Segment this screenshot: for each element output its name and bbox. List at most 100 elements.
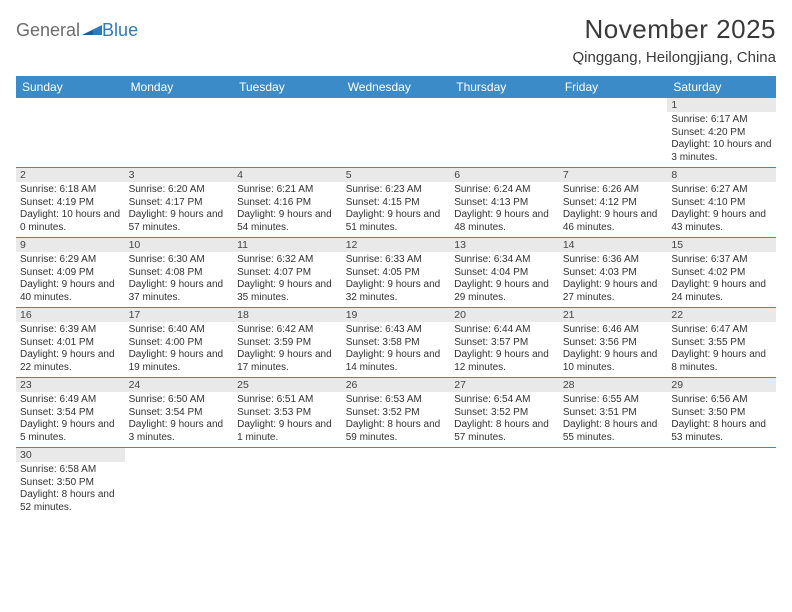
sunset-text: Sunset: 4:01 PM [20, 337, 121, 350]
daylight-text: Daylight: 10 hours and 3 minutes. [671, 139, 772, 164]
sunset-text: Sunset: 3:57 PM [454, 337, 555, 350]
sunrise-text: Sunrise: 6:39 AM [20, 324, 121, 337]
calendar-body: 1Sunrise: 6:17 AMSunset: 4:20 PMDaylight… [16, 98, 776, 517]
day-number: 19 [342, 308, 451, 322]
sunset-text: Sunset: 3:55 PM [671, 337, 772, 350]
daylight-text: Daylight: 9 hours and 37 minutes. [129, 279, 230, 304]
sunrise-text: Sunrise: 6:43 AM [346, 324, 447, 337]
sunrise-text: Sunrise: 6:46 AM [563, 324, 664, 337]
sunrise-text: Sunrise: 6:29 AM [20, 254, 121, 267]
logo-text-blue: Blue [102, 20, 138, 41]
daylight-text: Daylight: 9 hours and 46 minutes. [563, 209, 664, 234]
calendar-empty [450, 448, 559, 518]
title-block: November 2025 Qinggang, Heilongjiang, Ch… [573, 14, 776, 66]
day-number: 23 [16, 378, 125, 392]
sunset-text: Sunset: 3:54 PM [20, 407, 121, 420]
day-number: 6 [450, 168, 559, 182]
daylight-text: Daylight: 9 hours and 40 minutes. [20, 279, 121, 304]
calendar-day: 28Sunrise: 6:55 AMSunset: 3:51 PMDayligh… [559, 378, 668, 448]
calendar-day: 21Sunrise: 6:46 AMSunset: 3:56 PMDayligh… [559, 308, 668, 378]
sunrise-text: Sunrise: 6:24 AM [454, 184, 555, 197]
sunrise-text: Sunrise: 6:58 AM [20, 464, 121, 477]
sunset-text: Sunset: 3:58 PM [346, 337, 447, 350]
sunrise-text: Sunrise: 6:37 AM [671, 254, 772, 267]
day-details: Sunrise: 6:21 AMSunset: 4:16 PMDaylight:… [233, 182, 342, 237]
logo: General Blue [16, 14, 138, 41]
calendar-empty [342, 448, 451, 518]
day-details: Sunrise: 6:47 AMSunset: 3:55 PMDaylight:… [667, 322, 776, 377]
day-number: 1 [667, 98, 776, 112]
calendar-empty [450, 98, 559, 168]
day-number: 8 [667, 168, 776, 182]
daylight-text: Daylight: 9 hours and 48 minutes. [454, 209, 555, 234]
day-details: Sunrise: 6:27 AMSunset: 4:10 PMDaylight:… [667, 182, 776, 237]
day-details: Sunrise: 6:26 AMSunset: 4:12 PMDaylight:… [559, 182, 668, 237]
daylight-text: Daylight: 9 hours and 29 minutes. [454, 279, 555, 304]
daylight-text: Daylight: 9 hours and 27 minutes. [563, 279, 664, 304]
daylight-text: Daylight: 9 hours and 43 minutes. [671, 209, 772, 234]
day-number: 9 [16, 238, 125, 252]
calendar-day: 7Sunrise: 6:26 AMSunset: 4:12 PMDaylight… [559, 168, 668, 238]
day-number: 18 [233, 308, 342, 322]
sunrise-text: Sunrise: 6:44 AM [454, 324, 555, 337]
weekday-header: Monday [125, 76, 234, 98]
sunset-text: Sunset: 3:56 PM [563, 337, 664, 350]
calendar-day: 9Sunrise: 6:29 AMSunset: 4:09 PMDaylight… [16, 238, 125, 308]
day-details: Sunrise: 6:46 AMSunset: 3:56 PMDaylight:… [559, 322, 668, 377]
calendar-day: 26Sunrise: 6:53 AMSunset: 3:52 PMDayligh… [342, 378, 451, 448]
sunset-text: Sunset: 3:52 PM [346, 407, 447, 420]
day-details: Sunrise: 6:32 AMSunset: 4:07 PMDaylight:… [233, 252, 342, 307]
daylight-text: Daylight: 9 hours and 19 minutes. [129, 349, 230, 374]
daylight-text: Daylight: 9 hours and 22 minutes. [20, 349, 121, 374]
sunset-text: Sunset: 4:07 PM [237, 267, 338, 280]
sunrise-text: Sunrise: 6:36 AM [563, 254, 664, 267]
sunrise-text: Sunrise: 6:32 AM [237, 254, 338, 267]
sunset-text: Sunset: 3:59 PM [237, 337, 338, 350]
weekday-header: Saturday [667, 76, 776, 98]
day-number: 30 [16, 448, 125, 462]
day-details: Sunrise: 6:36 AMSunset: 4:03 PMDaylight:… [559, 252, 668, 307]
day-number: 14 [559, 238, 668, 252]
day-number: 28 [559, 378, 668, 392]
sunset-text: Sunset: 4:19 PM [20, 197, 121, 210]
day-details: Sunrise: 6:17 AMSunset: 4:20 PMDaylight:… [667, 112, 776, 167]
weekday-header: Tuesday [233, 76, 342, 98]
day-number: 13 [450, 238, 559, 252]
calendar-empty [233, 98, 342, 168]
day-number: 26 [342, 378, 451, 392]
calendar-day: 23Sunrise: 6:49 AMSunset: 3:54 PMDayligh… [16, 378, 125, 448]
day-details: Sunrise: 6:33 AMSunset: 4:05 PMDaylight:… [342, 252, 451, 307]
day-number: 15 [667, 238, 776, 252]
day-number: 22 [667, 308, 776, 322]
day-number: 11 [233, 238, 342, 252]
sunrise-text: Sunrise: 6:47 AM [671, 324, 772, 337]
calendar-day: 13Sunrise: 6:34 AMSunset: 4:04 PMDayligh… [450, 238, 559, 308]
sunrise-text: Sunrise: 6:23 AM [346, 184, 447, 197]
day-details: Sunrise: 6:37 AMSunset: 4:02 PMDaylight:… [667, 252, 776, 307]
location-subtitle: Qinggang, Heilongjiang, China [573, 49, 776, 66]
calendar-day: 17Sunrise: 6:40 AMSunset: 4:00 PMDayligh… [125, 308, 234, 378]
day-details: Sunrise: 6:23 AMSunset: 4:15 PMDaylight:… [342, 182, 451, 237]
calendar-day: 15Sunrise: 6:37 AMSunset: 4:02 PMDayligh… [667, 238, 776, 308]
sunset-text: Sunset: 3:50 PM [671, 407, 772, 420]
daylight-text: Daylight: 9 hours and 51 minutes. [346, 209, 447, 234]
calendar-day: 20Sunrise: 6:44 AMSunset: 3:57 PMDayligh… [450, 308, 559, 378]
day-details: Sunrise: 6:43 AMSunset: 3:58 PMDaylight:… [342, 322, 451, 377]
calendar-week: 1Sunrise: 6:17 AMSunset: 4:20 PMDaylight… [16, 98, 776, 168]
header-row: General Blue November 2025 Qinggang, Hei… [16, 14, 776, 66]
day-details: Sunrise: 6:34 AMSunset: 4:04 PMDaylight:… [450, 252, 559, 307]
calendar-empty [667, 448, 776, 518]
calendar-week: 23Sunrise: 6:49 AMSunset: 3:54 PMDayligh… [16, 378, 776, 448]
calendar-empty [559, 448, 668, 518]
calendar-week: 16Sunrise: 6:39 AMSunset: 4:01 PMDayligh… [16, 308, 776, 378]
sunrise-text: Sunrise: 6:56 AM [671, 394, 772, 407]
day-details: Sunrise: 6:51 AMSunset: 3:53 PMDaylight:… [233, 392, 342, 447]
sunset-text: Sunset: 3:52 PM [454, 407, 555, 420]
calendar-day: 1Sunrise: 6:17 AMSunset: 4:20 PMDaylight… [667, 98, 776, 168]
day-number: 25 [233, 378, 342, 392]
sunrise-text: Sunrise: 6:55 AM [563, 394, 664, 407]
calendar-day: 2Sunrise: 6:18 AMSunset: 4:19 PMDaylight… [16, 168, 125, 238]
sunrise-text: Sunrise: 6:21 AM [237, 184, 338, 197]
calendar-day: 29Sunrise: 6:56 AMSunset: 3:50 PMDayligh… [667, 378, 776, 448]
calendar-empty [559, 98, 668, 168]
